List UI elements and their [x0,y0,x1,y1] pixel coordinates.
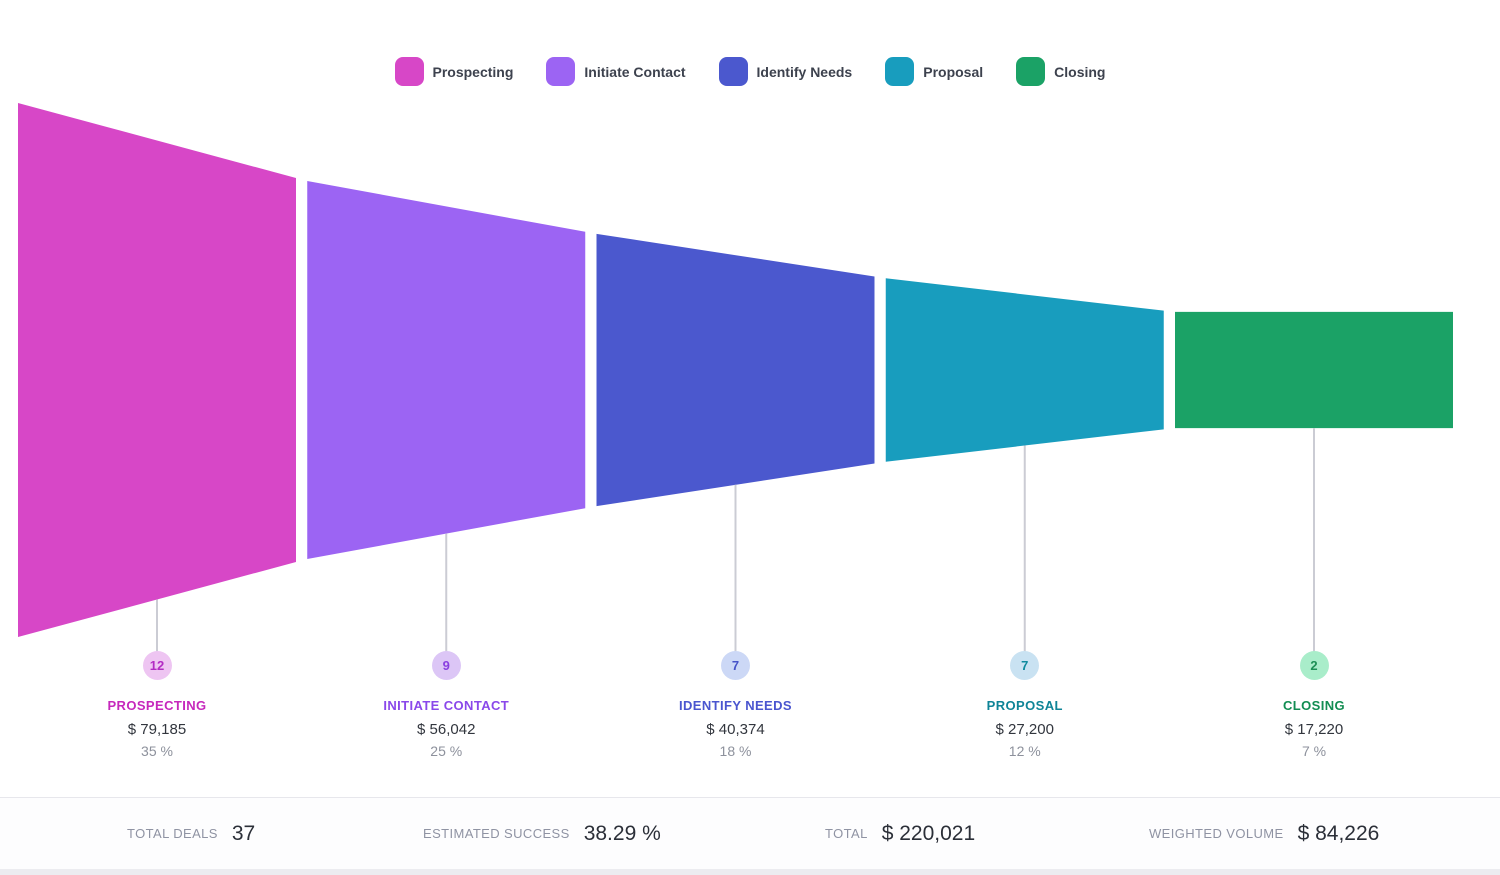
summary-bar: Total Deals 37 Estimated Success 38.29 %… [0,797,1500,869]
stage-column-proposal: 7 Proposal $ 27,200 12 % [915,651,1135,759]
legend-item-closing[interactable]: Closing [1016,57,1105,86]
stage-name-label: Identify Needs [679,698,792,713]
legend-swatch-closing [1016,57,1046,86]
stat-total: Total $ 220,021 [825,798,975,869]
deal-count-badge[interactable]: 9 [431,651,461,680]
stage-name-label: Closing [1282,698,1346,713]
stage-amount: $ 56,042 [417,721,476,738]
legend-swatch-proposal [885,57,915,86]
stage-name-label: Proposal [986,698,1063,713]
stage-name-label: Initiate Contact [383,698,510,713]
stage-amount: $ 40,374 [706,721,765,738]
stage-column-initiate-contact: 9 Initiate Contact $ 56,042 25 % [336,651,556,759]
funnel-segment-identify-needs[interactable] [596,233,875,507]
stat-estimated-success: Estimated Success 38.29 % [423,798,661,869]
legend-swatch-identify-needs [718,57,748,86]
stage-percent: 12 % [1008,743,1041,759]
stat-label: Weighted Volume [1149,826,1284,841]
legend-label: Proposal [923,63,984,80]
stat-total-deals: Total Deals 37 [127,798,255,869]
stage-percent: 18 % [719,743,752,759]
funnel-segment-prospecting[interactable] [18,103,296,637]
stat-value: $ 220,021 [881,821,976,845]
deal-count-badge[interactable]: 7 [1010,651,1040,680]
stat-label: Total Deals [127,826,218,841]
legend-label: Initiate Contact [584,63,686,80]
legend-item-prospecting[interactable]: Prospecting [394,57,514,86]
stat-value: $ 84,226 [1297,821,1380,845]
funnel-segment-proposal[interactable] [885,278,1164,462]
funnel-segment-closing[interactable] [1175,311,1453,429]
stage-amount: $ 17,220 [1284,721,1344,738]
legend-item-initiate-contact[interactable]: Initiate Contact [546,57,686,86]
legend-swatch-prospecting [394,57,424,86]
legend-swatch-initiate-contact [546,57,576,86]
stat-value: 38.29 % [583,821,661,845]
stat-label: Estimated Success [423,826,570,841]
stat-weighted-volume: Weighted Volume $ 84,226 [1149,798,1379,869]
stage-column-identify-needs: 7 Identify Needs $ 40,374 18 % [626,651,846,759]
stage-column-prospecting: 12 Prospecting $ 79,185 35 % [47,651,267,759]
deal-count-badge[interactable]: 2 [1299,651,1329,680]
deal-count-badge[interactable]: 12 [142,651,172,680]
stat-label: Total [825,826,868,841]
deal-count-badge[interactable]: 7 [721,651,750,680]
legend: Prospecting Initiate Contact Identify Ne… [0,57,1500,86]
stage-percent: 7 % [1301,743,1327,759]
stage-column-closing: 2 Closing $ 17,220 7 % [1204,651,1424,759]
bottom-strip [0,869,1500,875]
stage-amount: $ 27,200 [995,721,1054,738]
stage-percent: 25 % [430,743,463,759]
legend-label: Closing [1054,63,1106,80]
funnel-segment-initiate-contact[interactable] [307,181,586,559]
stat-value: 37 [231,821,256,845]
legend-label: Prospecting [432,63,514,80]
funnel-chart [18,103,1453,653]
stage-percent: 35 % [141,743,173,759]
legend-item-identify-needs[interactable]: Identify Needs [718,57,853,86]
stage-amount: $ 79,185 [127,721,187,738]
legend-item-proposal[interactable]: Proposal [885,57,983,86]
stage-name-label: Prospecting [107,698,207,713]
legend-label: Identify Needs [756,63,853,80]
